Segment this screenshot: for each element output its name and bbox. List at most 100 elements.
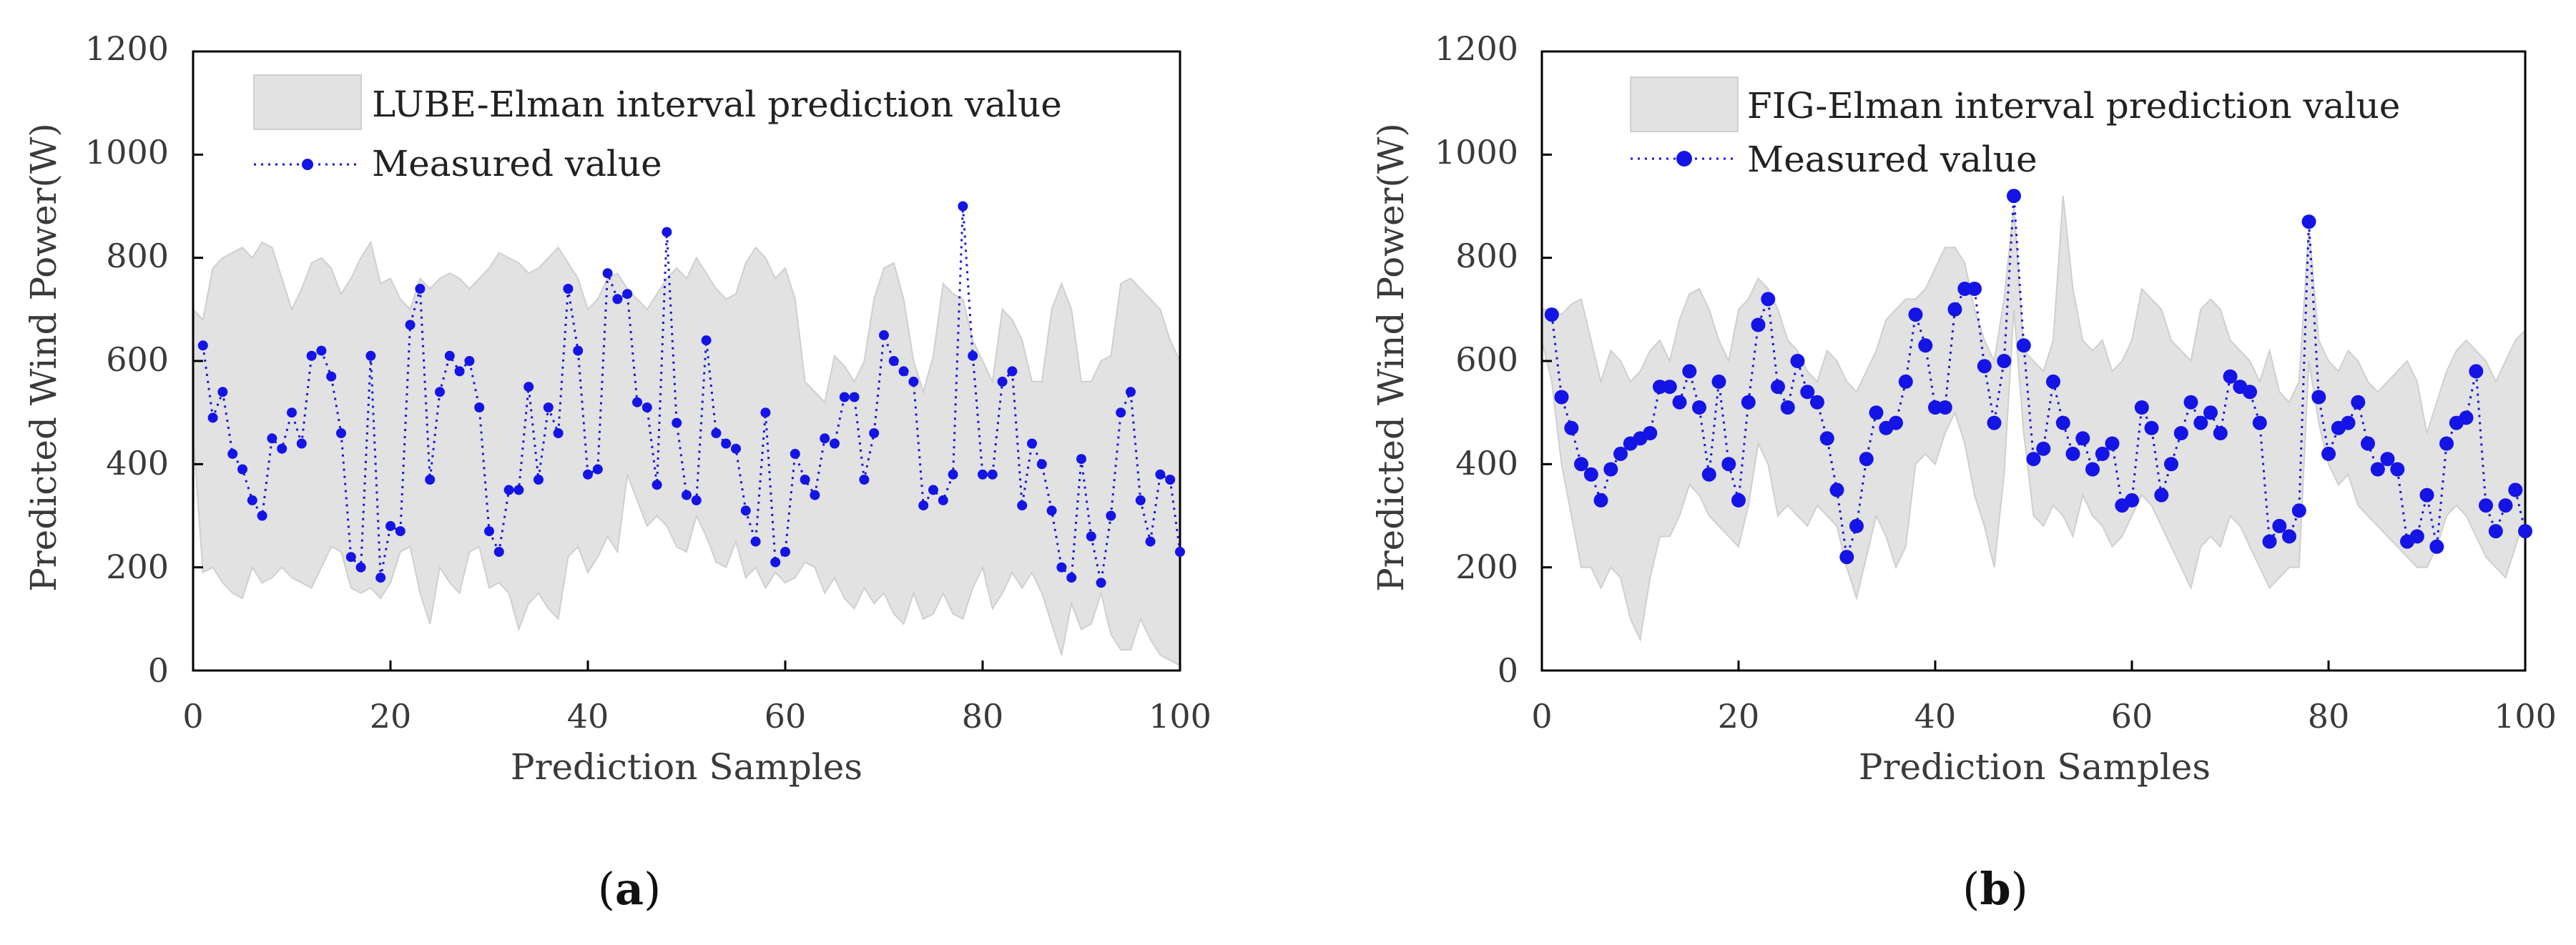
measured-point	[1947, 302, 1962, 317]
measured-point	[287, 407, 297, 418]
measured-point	[484, 526, 494, 537]
measured-point	[2459, 410, 2474, 425]
measured-point	[859, 475, 870, 485]
y-tick-label: 0	[148, 651, 169, 690]
measured-point	[958, 201, 968, 212]
measured-point	[978, 469, 988, 480]
measured-point	[316, 345, 327, 356]
measured-point	[1692, 400, 1706, 415]
label-letter: a	[615, 863, 644, 915]
measured-point	[345, 552, 356, 563]
measured-point	[1613, 446, 1628, 461]
measured-point	[2409, 529, 2424, 544]
measured-point	[2203, 405, 2218, 420]
measured-point	[1007, 366, 1018, 377]
x-axis-label-a: Prediction Samples	[511, 746, 862, 788]
measured-point	[2036, 441, 2051, 456]
measured-point	[2469, 364, 2484, 379]
measured-point	[750, 536, 761, 547]
measured-point	[810, 490, 820, 500]
measured-point	[415, 284, 426, 294]
measured-point	[1957, 282, 1972, 296]
x-tick-label: 20	[370, 697, 412, 736]
measured-point	[839, 392, 850, 402]
measured-point	[326, 371, 337, 382]
measured-point	[207, 412, 218, 423]
measured-point	[543, 402, 554, 412]
measured-point	[2173, 426, 2188, 440]
axes-frame-a	[192, 50, 1181, 672]
axes-frame-b	[1540, 50, 2527, 672]
label-paren-close: )	[644, 863, 661, 915]
label-paren-open: (	[1962, 863, 1980, 915]
x-tick-label: 0	[182, 697, 203, 736]
measured-point	[385, 520, 395, 531]
measured-point	[563, 284, 574, 294]
x-tick-label: 100	[2494, 697, 2557, 736]
label-paren-open: (	[598, 863, 615, 915]
measured-point	[672, 417, 682, 428]
measured-point	[277, 443, 287, 454]
y-tick-labels-b: 0 200 400 600 800 1000 1200	[1435, 29, 1518, 690]
measured-point	[523, 382, 534, 392]
measured-point	[1859, 452, 1874, 467]
measured-point	[2282, 529, 2296, 544]
measured-point	[1741, 395, 1756, 410]
measured-line-a	[202, 206, 1181, 583]
measured-point	[2429, 539, 2444, 554]
y-tick-label: 1000	[85, 133, 169, 172]
measured-point	[2321, 446, 2336, 461]
x-tick-label: 60	[765, 697, 807, 736]
measured-point	[888, 356, 899, 366]
legend-a: LUBE-Elman interval prediction value Mea…	[253, 74, 1062, 184]
measured-point	[2508, 483, 2523, 498]
measured-point	[948, 469, 958, 480]
measured-point	[1662, 380, 1677, 395]
measured-point	[1017, 500, 1028, 511]
measured-point	[1761, 292, 1776, 307]
measured-point	[641, 402, 652, 412]
measured-point	[2007, 189, 2021, 204]
measured-point	[1116, 407, 1126, 418]
legend-swatch-band-b	[1630, 76, 1739, 132]
measured-point	[2243, 385, 2257, 400]
measured-point	[1564, 420, 1579, 435]
x-tick-label: 40	[567, 697, 609, 736]
y-axis-label-a: Predicted Wind Power(W)	[23, 123, 64, 592]
measured-point	[296, 438, 307, 449]
y-tick-labels-a: 0 200 400 600 800 1000 1200	[85, 29, 169, 690]
measured-point	[2341, 415, 2356, 430]
measured-point	[464, 356, 475, 366]
measured-point	[918, 500, 929, 511]
measured-point	[879, 330, 889, 340]
measured-point	[1800, 385, 1815, 400]
measured-point	[1574, 457, 1588, 472]
measured-point	[869, 428, 880, 438]
measured-point	[1165, 475, 1176, 485]
measured-point	[2085, 462, 2100, 477]
measured-point	[780, 547, 790, 557]
measured-point	[197, 340, 208, 351]
measured-point	[1672, 395, 1687, 410]
measured-point	[2479, 498, 2493, 513]
y-tick-label: 1200	[85, 29, 169, 68]
measured-point	[425, 475, 436, 485]
measured-point	[2105, 436, 2120, 451]
measured-point	[691, 495, 702, 505]
measured-point	[336, 428, 346, 438]
measured-point	[968, 350, 978, 361]
measured-point	[1155, 469, 1166, 480]
measured-point	[1027, 438, 1037, 449]
y-tick-label: 1000	[1435, 133, 1518, 172]
measured-point	[1096, 578, 1106, 588]
measured-point	[1066, 573, 1077, 583]
measured-point	[1593, 493, 1608, 508]
y-tick-label: 200	[1455, 548, 1518, 586]
measured-point	[997, 376, 1008, 387]
measured-point	[662, 227, 672, 237]
measured-point	[1544, 307, 1559, 322]
measured-point	[1701, 467, 1716, 482]
measured-point	[2075, 431, 2090, 446]
measured-point	[2370, 462, 2385, 477]
y-tick-label: 1200	[1435, 29, 1518, 68]
